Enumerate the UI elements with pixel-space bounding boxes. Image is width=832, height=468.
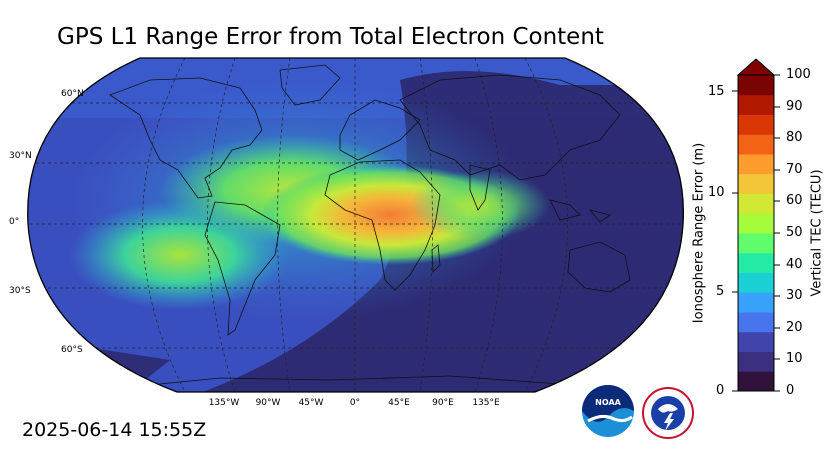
tec-map bbox=[27, 57, 685, 393]
tec-tick-30: 30 bbox=[786, 288, 803, 303]
svg-text:NOAA: NOAA bbox=[595, 398, 621, 407]
colorbar-segment bbox=[738, 114, 774, 135]
lon-label-135w: 135°W bbox=[208, 398, 240, 408]
lon-label-90w: 90°W bbox=[255, 398, 281, 408]
tec-tick-90: 90 bbox=[786, 99, 803, 114]
colorbar bbox=[732, 58, 780, 392]
colorbar-segment bbox=[738, 193, 774, 214]
tec-tick-100: 100 bbox=[786, 67, 811, 82]
range-error-axis-label: Ionosphere Range Error (m) bbox=[691, 142, 707, 324]
tec-tick-10: 10 bbox=[786, 351, 803, 366]
lon-label-135e: 135°E bbox=[472, 398, 500, 408]
colorbar-segment bbox=[738, 371, 774, 392]
colorbar-segment bbox=[738, 312, 774, 333]
tec-tick-40: 40 bbox=[786, 257, 803, 272]
lon-label-90e: 90°E bbox=[432, 398, 454, 408]
lat-label-0: 0° bbox=[9, 217, 20, 227]
tec-tick-0: 0 bbox=[786, 383, 795, 398]
noaa-logo: NOAA bbox=[582, 385, 634, 437]
map-title: GPS L1 Range Error from Total Electron C… bbox=[57, 24, 604, 50]
range-error-tick-10: 10 bbox=[708, 185, 725, 200]
tec-tick-70: 70 bbox=[786, 162, 803, 177]
colorbar-segment bbox=[738, 173, 774, 194]
lon-label-45w: 45°W bbox=[298, 398, 324, 408]
colorbar-extend-arrow bbox=[736, 58, 776, 76]
colorbar-segment bbox=[738, 154, 774, 175]
colorbar-segment bbox=[738, 252, 774, 273]
range-error-tick-5: 5 bbox=[716, 284, 725, 299]
lon-label-45e: 45°E bbox=[388, 398, 410, 408]
agency-logos: NOAA bbox=[582, 385, 694, 439]
colorbar-segment bbox=[738, 351, 774, 372]
lon-label-0: 0° bbox=[349, 398, 361, 408]
lat-label-60s: 60°S bbox=[61, 345, 83, 355]
colorbar-segment bbox=[738, 292, 774, 313]
tec-tick-80: 80 bbox=[786, 130, 803, 145]
timestamp: 2025-06-14 15:55Z bbox=[22, 419, 207, 441]
colorbar-segment bbox=[738, 272, 774, 293]
colorbar-segment bbox=[738, 94, 774, 115]
tec-tick-60: 60 bbox=[786, 193, 803, 208]
colorbar-segment bbox=[738, 213, 774, 234]
tec-tick-50: 50 bbox=[786, 225, 803, 240]
lat-label-30s: 30°S bbox=[9, 286, 31, 296]
nws-logo bbox=[642, 387, 694, 439]
tec-axis-label: Vertical TEC (TECU) bbox=[809, 169, 825, 297]
range-error-tick-0: 0 bbox=[716, 383, 725, 398]
colorbar-segment bbox=[738, 233, 774, 254]
colorbar-segment bbox=[738, 331, 774, 352]
range-error-tick-15: 15 bbox=[708, 84, 725, 99]
tec-tick-20: 20 bbox=[786, 320, 803, 335]
colorbar-segment bbox=[738, 134, 774, 155]
lat-label-30n: 30°N bbox=[9, 151, 32, 161]
colorbar-segment bbox=[738, 75, 774, 96]
lat-label-60n: 60°N bbox=[61, 89, 84, 99]
